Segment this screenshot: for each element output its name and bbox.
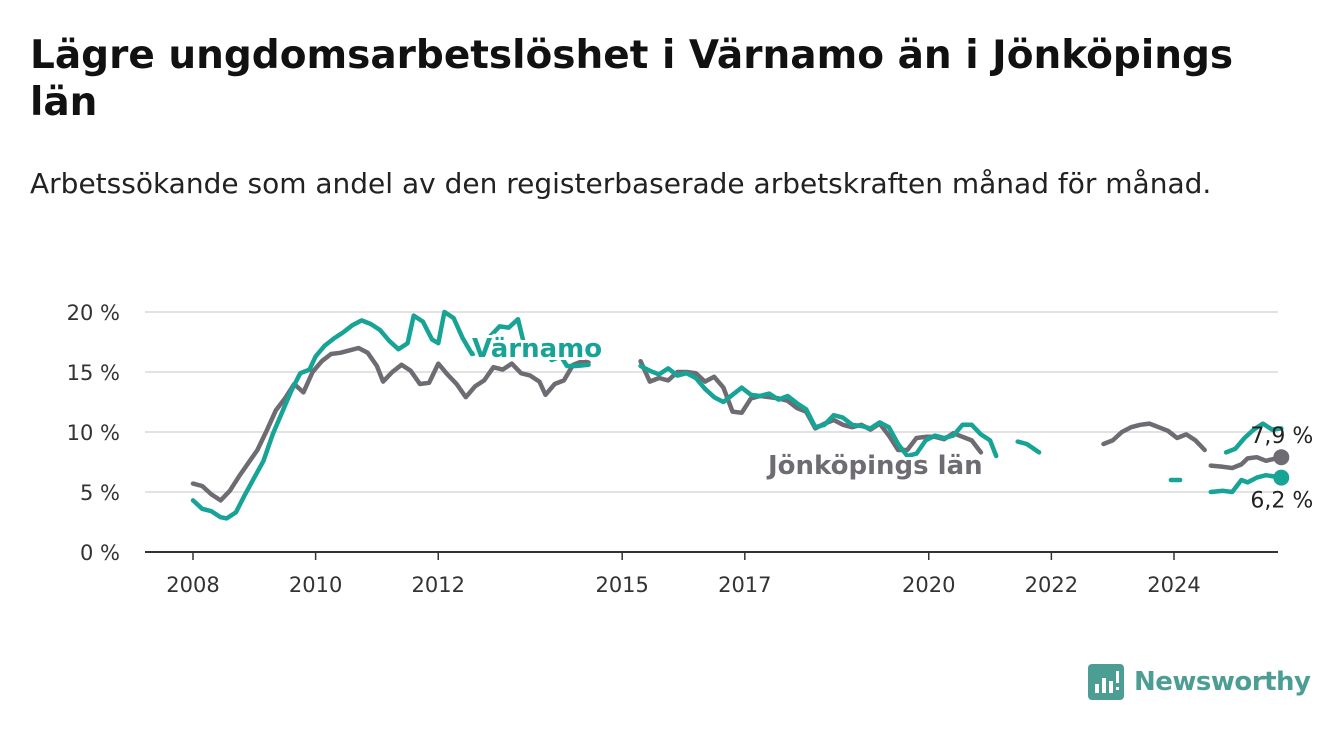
series-labels: 7,9 % 6,2 % Värnamo Jönköpings län [469,331,1313,514]
end-label-varnamo: 6,2 % [1250,489,1313,514]
x-tick-label: 2012 [412,573,465,597]
bar-chart-glyph [1095,671,1119,693]
series-label-jonkoping: Jönköpings län [766,451,983,481]
end-label-jonkoping: 7,9 % [1250,424,1313,449]
series-line-varnamo-tail [1208,472,1284,495]
grid-lines [145,311,1278,553]
line-chart: 0 %5 %10 %15 %20 % 2008 2010 2012 2015 2017 2… [67,301,1314,597]
series-label-varnamo: Värnamo [472,334,602,364]
y-tick-label: 15 % [67,361,120,385]
series-line-jonkoping-segment [1101,421,1207,453]
series-line-varnamo-segment [1223,421,1284,455]
x-tick-label: 2017 [718,573,771,597]
x-tick-label: 2015 [595,573,648,597]
y-tick-label: 10 % [67,421,120,445]
series-line-varnamo-segment [1015,439,1042,455]
end-marker-jonkoping [1273,449,1290,466]
series-line-varnamo [190,309,591,521]
series-line-varnamo-segment [638,363,999,459]
newsworthy-logo: Newsworthy [1088,660,1311,704]
x-tick-label: 2010 [289,573,342,597]
x-axis-ticks: 2008 2010 2012 2015 2017 2020 2022 2024 [166,552,1201,597]
series-lines [190,309,1290,521]
bar-chart-icon [1088,664,1124,700]
x-tick-label: 2008 [166,573,219,597]
y-tick-label: 5 % [80,481,120,505]
end-marker-varnamo [1273,469,1290,486]
x-tick-label: 2020 [902,573,955,597]
brand-name: Newsworthy [1134,667,1311,697]
x-tick-label: 2024 [1147,573,1200,597]
y-tick-label: 20 % [67,301,120,325]
y-axis-ticks: 0 % 5 % 10 % 15 % 20 % [67,301,120,565]
series-line-jonkoping-tail [1208,454,1284,471]
series-line-jonkoping [190,345,591,503]
chart-title: Lägre ungdomsarbetslöshet i Värnamo än i… [30,33,1234,125]
chart-subtitle: Arbetssökande som andel av den registerb… [30,167,1212,200]
y-tick-label: 0 % [80,541,120,565]
x-tick-label: 2022 [1025,573,1078,597]
